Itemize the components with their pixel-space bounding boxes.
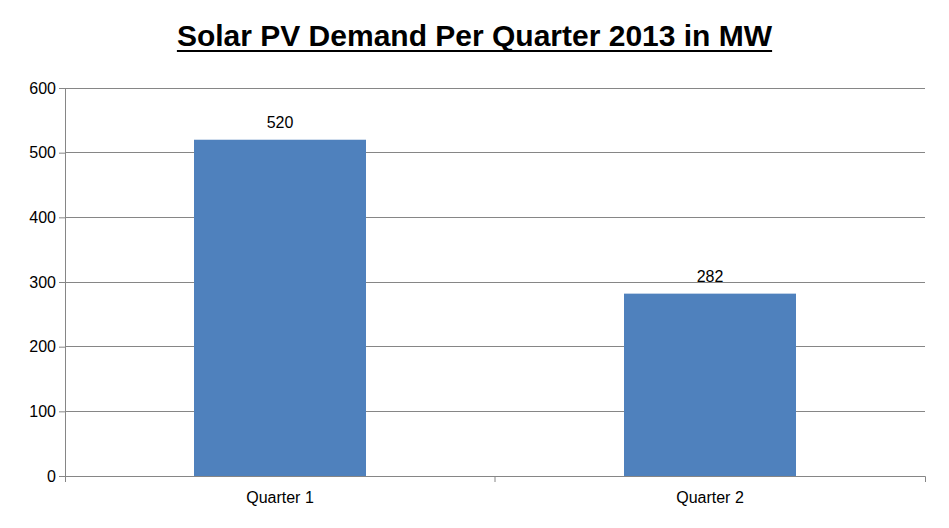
y-tick: 0	[47, 468, 65, 485]
data-label: 282	[697, 268, 724, 285]
y-tick-mark	[59, 282, 65, 283]
y-tick-mark	[59, 347, 65, 348]
y-tick-mark	[59, 153, 65, 154]
grid-line	[65, 88, 925, 89]
y-tick-label: 600	[29, 80, 56, 97]
y-tick: 400	[29, 209, 65, 226]
y-tick-mark	[59, 476, 65, 477]
y-tick-mark	[59, 217, 65, 218]
y-tick-label: 0	[47, 468, 56, 485]
x-tick: Quarter 2	[676, 476, 744, 506]
y-tick-label: 300	[29, 274, 56, 291]
bars	[194, 140, 796, 476]
category-separator	[495, 476, 496, 482]
y-tick: 200	[29, 338, 65, 355]
chart-container: Solar PV Demand Per Quarter 2013 in MW 0 1…	[0, 0, 949, 528]
plot-area: 0 100 200 300 400 500 600 Quarter 1 Quarter 2 520…	[29, 80, 925, 507]
chart-svg: Solar PV Demand Per Quarter 2013 in MW 0 1…	[0, 0, 949, 528]
grid	[65, 88, 925, 476]
x-tick: Quarter 1	[246, 476, 314, 506]
y-tick: 300	[29, 274, 65, 291]
x-axis: Quarter 1 Quarter 2	[66, 476, 926, 506]
title-underline	[177, 50, 772, 52]
y-tick-label: 500	[29, 144, 56, 161]
y-tick: 100	[29, 403, 65, 420]
bar	[624, 294, 796, 476]
bar	[194, 140, 366, 476]
x-tick-label: Quarter 1	[246, 489, 314, 506]
x-tick-label: Quarter 2	[676, 489, 744, 506]
chart-title: Solar PV Demand Per Quarter 2013 in MW	[177, 19, 773, 52]
data-labels: 520 282	[267, 114, 724, 285]
y-tick-label: 100	[29, 403, 56, 420]
y-axis-line	[65, 89, 66, 477]
data-label: 520	[267, 114, 294, 131]
y-tick-mark	[59, 88, 65, 89]
y-tick-mark	[59, 411, 65, 412]
y-tick-label: 200	[29, 338, 56, 355]
title-group: Solar PV Demand Per Quarter 2013 in MW	[177, 19, 773, 52]
y-axis: 0 100 200 300 400 500 600	[29, 80, 65, 485]
y-tick-label: 400	[29, 209, 56, 226]
x-axis-line	[66, 477, 926, 483]
y-tick: 600	[29, 80, 65, 97]
y-tick: 500	[29, 144, 65, 161]
